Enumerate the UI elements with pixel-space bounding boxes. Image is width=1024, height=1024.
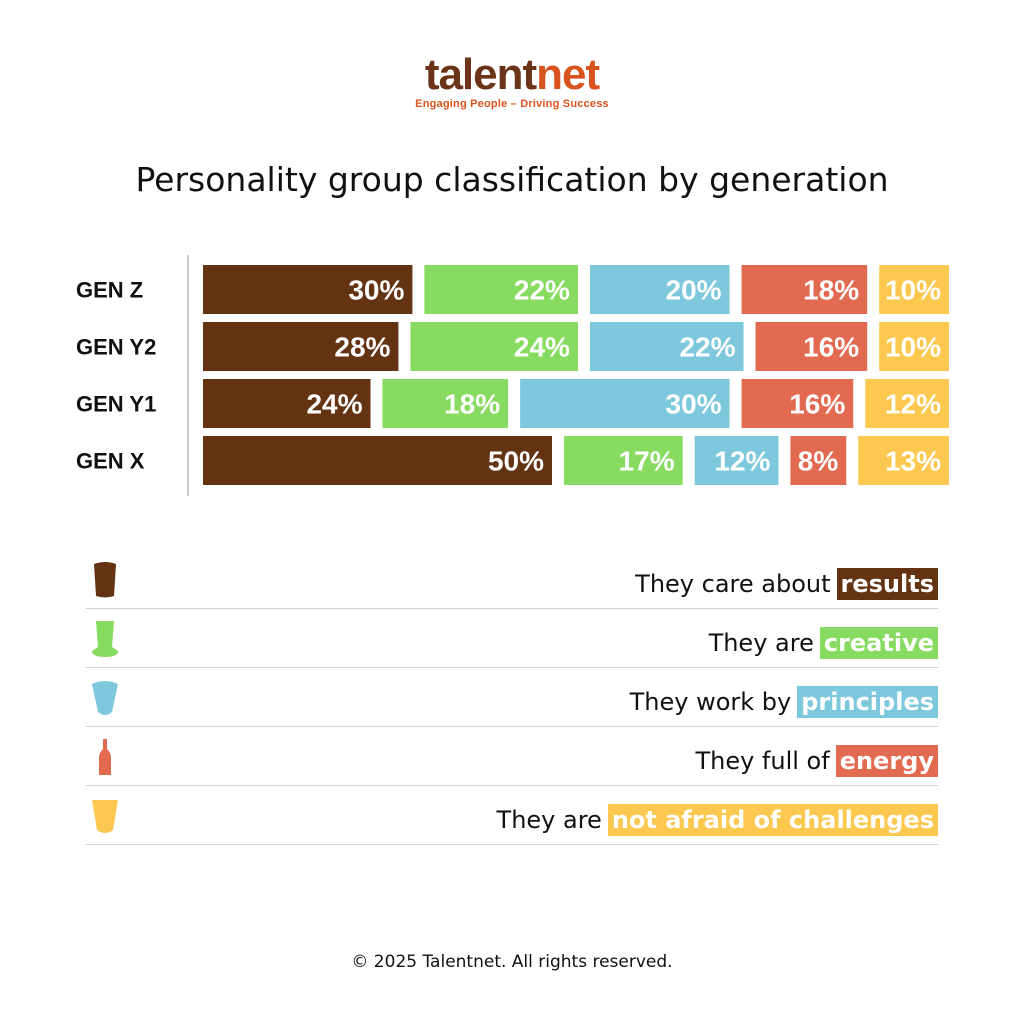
data-label: 10%	[885, 275, 941, 306]
category-label: GEN Z	[76, 278, 143, 303]
legend-highlight: results	[836, 568, 938, 600]
legend-prefix: They care about	[635, 570, 831, 598]
bar-segment-results	[203, 436, 552, 485]
bar-segment-creative	[382, 379, 509, 428]
data-label: 24%	[514, 332, 570, 363]
legend-text: They are not afraid of challenges	[497, 804, 938, 836]
data-label: 18%	[444, 389, 500, 420]
data-label: 16%	[803, 332, 859, 363]
bar-segment-energy	[755, 322, 868, 371]
data-label: 10%	[885, 332, 941, 363]
data-label: 50%	[488, 446, 544, 477]
legend-highlight: not afraid of challenges	[607, 804, 938, 836]
bar-segment-creative	[410, 322, 578, 371]
legend-prefix: They are	[496, 806, 602, 834]
bar-segment-energy	[741, 379, 854, 428]
bar-segment-creative	[564, 436, 683, 485]
data-label: 16%	[789, 389, 845, 420]
chart-title: Personality group classification by gene…	[135, 160, 889, 199]
data-label: 20%	[666, 275, 722, 306]
bar-segment-challenges	[879, 265, 949, 314]
legend-item: They are creative	[86, 611, 938, 668]
data-label: 18%	[803, 275, 859, 306]
bar-segment-energy	[741, 265, 868, 314]
top-hat-cup-icon	[90, 619, 120, 664]
bar-segment-principles	[589, 322, 744, 371]
legend-item: They care about results	[86, 552, 938, 609]
bar-segment-challenges	[879, 322, 949, 371]
bar-segment-principles	[694, 436, 779, 485]
bar-segment-energy	[790, 436, 847, 485]
data-label: 17%	[619, 446, 675, 477]
bar-segment-results	[203, 379, 371, 428]
bar-segment-challenges	[865, 379, 949, 428]
legend-highlight: energy	[835, 745, 938, 777]
bar-segment-creative	[424, 265, 578, 314]
data-label: 13%	[885, 446, 941, 477]
data-label: 8%	[798, 446, 839, 477]
stacked-bar-chart: GEN Z 30% 22% 20% 18% 10% GEN Y2 28% 24% 22% 16% 10…	[76, 255, 949, 496]
category-label: GEN Y1	[76, 392, 156, 417]
legend-text: They work by principles	[630, 686, 938, 718]
logo-part-net: net	[536, 50, 600, 99]
plastic-cup-icon	[90, 796, 120, 841]
dark-cup-icon	[90, 560, 120, 605]
logo-wordmark: talentnet	[0, 52, 1024, 98]
category-label: GEN X	[76, 449, 145, 474]
data-label: 22%	[514, 275, 570, 306]
legend-highlight: creative	[819, 627, 938, 659]
bar-segment-results	[203, 322, 399, 371]
data-label: 30%	[348, 275, 404, 306]
data-label: 12%	[885, 389, 941, 420]
bar-segment-challenges	[858, 436, 949, 485]
bar-segment-principles	[520, 379, 730, 428]
bar-segment-results	[203, 265, 413, 314]
logo-part-talent: talent	[424, 50, 537, 99]
data-label: 28%	[334, 332, 390, 363]
legend-text: They are creative	[709, 627, 938, 659]
logo-tagline: Engaging People – Driving Success	[415, 98, 609, 110]
legend-text: They care about results	[635, 568, 938, 600]
legend: They care about results They are creative Th…	[86, 552, 938, 847]
data-label: 12%	[714, 446, 770, 477]
data-label: 22%	[679, 332, 735, 363]
brand-logo: talentnet Engaging People – Driving Succ…	[0, 52, 1024, 111]
round-cup-icon	[90, 678, 120, 723]
data-label: 30%	[666, 389, 722, 420]
bar-segment-principles	[589, 265, 730, 314]
category-label: GEN Y2	[76, 335, 156, 360]
legend-prefix: They are	[708, 629, 814, 657]
legend-highlight: principles	[797, 686, 938, 718]
legend-text: They full of energy	[695, 745, 938, 777]
legend-item: They work by principles	[86, 670, 938, 727]
copyright-text: © 2025 Talentnet. All rights reserved.	[351, 952, 673, 972]
legend-item: They full of energy	[86, 729, 938, 786]
bottle-icon	[90, 737, 120, 782]
legend-prefix: They full of	[695, 747, 830, 775]
data-label: 24%	[306, 389, 362, 420]
legend-item: They are not afraid of challenges	[86, 788, 938, 845]
legend-prefix: They work by	[629, 688, 792, 716]
